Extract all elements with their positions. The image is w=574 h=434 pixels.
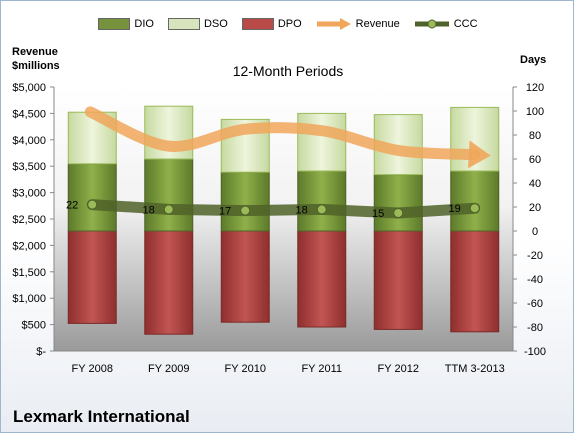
x-axis-tick-label: FY 2011 bbox=[301, 363, 342, 375]
legend-swatch-dio bbox=[98, 18, 131, 30]
bar-dio bbox=[373, 174, 423, 232]
ccc-data-label: 22 bbox=[66, 200, 78, 212]
ccc-data-label: 18 bbox=[296, 204, 308, 216]
left-axis-tick-label: $4,500 bbox=[12, 108, 46, 120]
ccc-data-label: 15 bbox=[372, 208, 384, 220]
chart-title: 12-Month Periods bbox=[232, 63, 344, 79]
bar-dio bbox=[67, 163, 117, 232]
ccc-line bbox=[86, 199, 481, 219]
legend-label-dio: DIO bbox=[134, 18, 154, 30]
left-axis-tick-label: $2,000 bbox=[12, 240, 46, 252]
left-axis-tick-label: $- bbox=[36, 346, 46, 358]
bar-dpo bbox=[144, 230, 194, 335]
right-axis-tick-label: -40 bbox=[527, 274, 543, 286]
left-axis-title-text: Revenue $millions bbox=[12, 46, 60, 72]
legend-swatch-dpo bbox=[241, 18, 274, 30]
legend-item-dio: DIO bbox=[98, 17, 154, 31]
bar-dpo bbox=[67, 230, 117, 324]
legend-item-dpo: DPO bbox=[241, 17, 302, 31]
bar-dpo bbox=[220, 230, 270, 323]
bar-dpo bbox=[373, 230, 423, 330]
x-axis-tick-label: FY 2008 bbox=[72, 363, 113, 375]
right-axis-tick-label: 0 bbox=[532, 226, 538, 238]
ccc-data-label: 18 bbox=[143, 204, 155, 216]
x-axis-tick-label: FY 2012 bbox=[378, 363, 419, 375]
ccc-point bbox=[87, 199, 98, 210]
ccc-point bbox=[163, 204, 174, 215]
legend-label-dpo: DPO bbox=[277, 18, 302, 30]
right-axis-tick-label: -20 bbox=[527, 250, 543, 262]
ccc-point bbox=[316, 204, 327, 215]
right-axis-tick-label: 60 bbox=[529, 154, 541, 166]
right-axis-tick-label: 120 bbox=[526, 82, 544, 94]
right-axis-title: Days bbox=[520, 54, 547, 66]
right-axis-tick-label: -80 bbox=[527, 322, 543, 334]
ccc-point bbox=[469, 203, 480, 214]
bar-dpo bbox=[450, 230, 500, 333]
legend-item-dso: DSO bbox=[167, 17, 228, 31]
left-axis-tick-label: $1,000 bbox=[12, 293, 46, 305]
left-axis-title: Revenue $millions bbox=[12, 45, 82, 73]
left-axis-tick-label: $1,500 bbox=[12, 267, 46, 279]
revenue-arrowhead bbox=[467, 140, 491, 169]
ccc-point bbox=[240, 205, 251, 216]
legend-label-ccc: CCC bbox=[453, 18, 478, 30]
ccc-data-label: 17 bbox=[219, 206, 231, 218]
left-axis-tick-label: $3,500 bbox=[12, 161, 46, 173]
legend-label-revenue: Revenue bbox=[355, 18, 400, 30]
legend-swatch-dso bbox=[167, 18, 200, 30]
legend: DIO DSO DPO Revenue CCC bbox=[1, 17, 574, 31]
right-axis-tick-label: 20 bbox=[529, 202, 541, 214]
right-axis-tick-label: -100 bbox=[524, 346, 546, 358]
right-axis-tick-label: 100 bbox=[526, 106, 544, 118]
x-axis-tick-label: FY 2010 bbox=[225, 363, 266, 375]
legend-item-revenue: Revenue bbox=[316, 17, 400, 31]
left-axis-tick-label: $4,000 bbox=[12, 135, 46, 147]
bar-dio bbox=[297, 170, 347, 232]
bar-dio bbox=[220, 171, 270, 232]
ccc-point bbox=[393, 208, 404, 218]
legend-line-ccc bbox=[414, 19, 449, 29]
right-axis-tick-label: 40 bbox=[529, 178, 541, 190]
right-axis-tick-label: 80 bbox=[529, 130, 541, 142]
bar-dio bbox=[144, 158, 194, 232]
right-axis-tick-label: -60 bbox=[527, 298, 543, 310]
ccc-data-label: 19 bbox=[449, 203, 461, 215]
revenue-line bbox=[84, 106, 481, 161]
bar-dpo bbox=[297, 230, 347, 328]
left-axis-tick-label: $500 bbox=[22, 320, 46, 332]
legend-arrow-revenue bbox=[316, 18, 351, 30]
x-axis-tick-label: FY 2009 bbox=[148, 363, 189, 375]
left-axis-tick-label: $5,000 bbox=[12, 82, 46, 94]
left-axis-tick-label: $3,000 bbox=[12, 188, 46, 200]
left-axis-tick-label: $2,500 bbox=[12, 214, 46, 226]
legend-item-ccc: CCC bbox=[414, 17, 478, 31]
bar-dso bbox=[297, 112, 347, 172]
legend-label-dso: DSO bbox=[203, 18, 228, 30]
x-axis-tick-label: TTM 3-2013 bbox=[445, 363, 505, 375]
company-name: Lexmark International bbox=[13, 407, 190, 426]
bar-dio bbox=[450, 170, 500, 232]
